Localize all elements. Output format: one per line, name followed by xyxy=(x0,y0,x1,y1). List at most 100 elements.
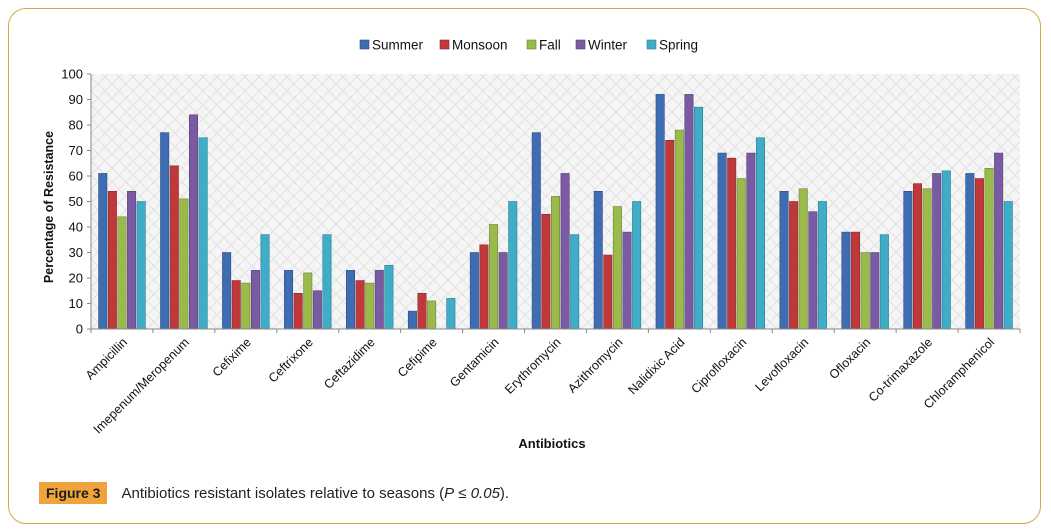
bar-monsoon-15 xyxy=(974,178,984,330)
bar-fall-9 xyxy=(612,206,622,330)
bar-winter-15 xyxy=(994,152,1004,330)
bar-winter-3 xyxy=(250,270,260,330)
x-tick-label: Erythromycin xyxy=(502,335,564,397)
bar-monsoon-1 xyxy=(107,191,117,330)
bar-monsoon-11 xyxy=(727,157,737,330)
x-tick-label: Ceftazidime xyxy=(321,335,378,392)
figure-caption: Figure 3 Antibiotics resistant isolates … xyxy=(39,481,509,505)
bar-fall-8 xyxy=(550,196,560,330)
bar-monsoon-7 xyxy=(479,244,489,330)
x-tick-label: Ceftrixone xyxy=(266,335,316,385)
figure-label: Figure 3 xyxy=(39,482,108,504)
bar-monsoon-10 xyxy=(665,140,675,330)
bar-spring-9 xyxy=(632,201,642,330)
bar-winter-10 xyxy=(684,94,694,330)
x-axis-title: Antibiotics xyxy=(518,436,585,451)
bar-monsoon-9 xyxy=(603,254,613,330)
legend-label-spring: Spring xyxy=(659,38,698,53)
bar-spring-6 xyxy=(446,298,456,330)
y-tick-label: 100 xyxy=(61,67,83,82)
y-axis: 0 10 20 30 40 50 60 70 80 90 100 xyxy=(61,67,92,337)
y-tick-label: 90 xyxy=(69,92,83,107)
x-tick-label: Nalidixic Acid xyxy=(626,335,688,397)
bar-fall-1 xyxy=(117,216,127,330)
bar-winter-7 xyxy=(498,252,508,330)
legend: Summer Monsoon Fall Winter Spring xyxy=(359,38,698,53)
bar-fall-4 xyxy=(303,272,313,330)
legend-swatch-fall xyxy=(526,39,537,50)
x-tick-label: Ciprofloxacin xyxy=(688,335,749,396)
x-tick-label: Levofloxacin xyxy=(752,335,811,394)
bar-monsoon-8 xyxy=(541,213,551,330)
caption-text: Antibiotics resistant isolates relative … xyxy=(121,484,510,502)
legend-swatch-summer xyxy=(359,39,370,50)
y-tick-label: 10 xyxy=(69,296,83,311)
bar-summer-7 xyxy=(469,252,479,330)
x-tick-label: Co-trimaxazole xyxy=(866,335,935,404)
bar-summer-13 xyxy=(841,231,851,330)
bar-fall-14 xyxy=(922,188,932,330)
bar-monsoon-4 xyxy=(293,292,303,330)
bar-summer-9 xyxy=(593,191,603,330)
bar-monsoon-14 xyxy=(912,183,922,330)
y-tick-label: 50 xyxy=(69,194,83,209)
y-tick-label: 60 xyxy=(69,169,83,184)
bar-fall-5 xyxy=(365,282,375,330)
bar-winter-1 xyxy=(127,191,137,330)
bar-winter-12 xyxy=(808,211,818,330)
bar-spring-12 xyxy=(817,201,827,330)
bar-monsoon-13 xyxy=(851,231,861,330)
y-tick-label: 40 xyxy=(69,220,83,235)
bar-spring-5 xyxy=(384,264,394,330)
bar-summer-4 xyxy=(284,270,294,330)
bar-summer-2 xyxy=(160,132,170,330)
bar-winter-8 xyxy=(560,173,570,330)
bar-winter-4 xyxy=(312,290,322,330)
bar-spring-11 xyxy=(755,137,765,330)
bar-spring-1 xyxy=(136,201,146,330)
legend-swatch-winter xyxy=(575,39,586,50)
bar-monsoon-2 xyxy=(169,165,179,330)
bar-summer-15 xyxy=(965,173,975,330)
x-tick-label: Ampicillin xyxy=(83,335,130,382)
bar-winter-13 xyxy=(870,252,880,330)
bar-fall-7 xyxy=(489,224,499,330)
bar-monsoon-6 xyxy=(417,292,427,330)
bar-summer-1 xyxy=(98,173,108,330)
bar-spring-14 xyxy=(941,170,951,330)
bar-monsoon-12 xyxy=(789,201,799,330)
bar-spring-4 xyxy=(322,234,332,330)
x-tick-label: Gentamicin xyxy=(447,335,502,390)
bar-summer-8 xyxy=(531,132,541,330)
bar-summer-12 xyxy=(779,191,789,330)
bar-spring-15 xyxy=(1003,201,1013,330)
bar-fall-11 xyxy=(736,178,746,330)
bar-spring-7 xyxy=(508,201,518,330)
bar-summer-5 xyxy=(345,270,355,330)
bar-spring-3 xyxy=(260,234,270,330)
bar-monsoon-3 xyxy=(231,280,241,330)
y-tick-label: 70 xyxy=(69,143,83,158)
bar-fall-12 xyxy=(798,188,808,330)
bar-spring-13 xyxy=(879,234,889,330)
bar-winter-9 xyxy=(622,231,632,330)
bar-winter-2 xyxy=(189,114,199,330)
x-tick-label: Azithromycin xyxy=(565,335,626,396)
bars xyxy=(98,94,1013,330)
bar-winter-11 xyxy=(746,152,756,330)
legend-swatch-spring xyxy=(646,39,657,50)
bar-winter-5 xyxy=(374,270,384,330)
bar-spring-8 xyxy=(570,234,580,330)
bar-summer-11 xyxy=(717,152,727,330)
bar-monsoon-5 xyxy=(355,280,365,330)
y-tick-label: 20 xyxy=(69,271,83,286)
bar-fall-15 xyxy=(984,168,994,330)
bar-fall-6 xyxy=(427,300,437,330)
y-tick-label: 30 xyxy=(69,245,83,260)
bar-summer-6 xyxy=(407,310,417,330)
bar-fall-10 xyxy=(674,129,684,330)
bar-fall-3 xyxy=(241,282,251,330)
legend-label-summer: Summer xyxy=(372,38,424,53)
legend-swatch-monsoon xyxy=(439,39,450,50)
